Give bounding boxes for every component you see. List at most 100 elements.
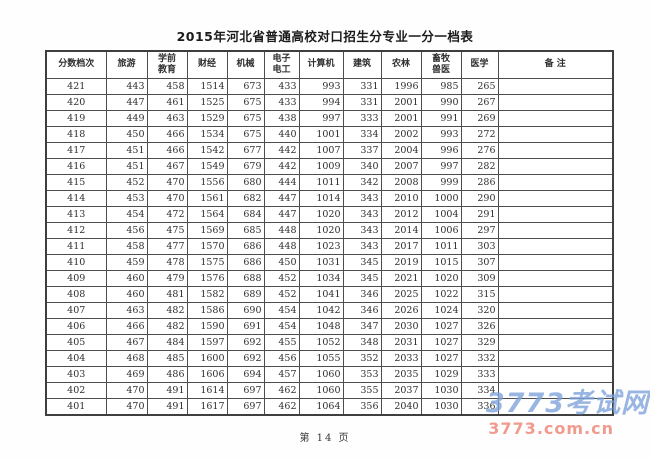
score-count-cell: 1570 (186, 237, 228, 255)
score-count-cell: 1060 (298, 365, 344, 383)
score-tier-cell: 421 (45, 77, 107, 95)
score-count-cell: 1586 (186, 301, 228, 319)
score-count-cell: 1600 (186, 349, 228, 367)
score-count-cell: 1027 (420, 333, 462, 351)
score-count-cell: 454 (263, 317, 300, 335)
score-count-cell: 467 (105, 333, 148, 351)
score-count-cell: 466 (146, 141, 188, 159)
score-count-cell: 470 (105, 397, 148, 415)
score-tier-cell: 402 (45, 381, 107, 399)
score-count-cell: 456 (263, 349, 300, 367)
score-count-cell: 450 (105, 125, 148, 143)
table-row: 410 459 478 1575 686 450 1031 345 2019 1015 307 (45, 253, 614, 271)
score-count-cell: 1614 (186, 381, 228, 399)
score-count-cell: 673 (226, 77, 265, 95)
score-count-cell: 452 (105, 173, 148, 191)
score-count-cell: 450 (263, 253, 300, 271)
score-count-cell: 1060 (298, 381, 344, 399)
score-tier-cell: 409 (45, 269, 107, 287)
table-row: 416 451 467 1549 679 442 1009 340 2007 997 282 (45, 157, 614, 175)
score-tier-cell: 414 (45, 189, 107, 207)
score-count-cell: 675 (226, 109, 265, 127)
score-tier-cell: 413 (45, 205, 107, 223)
score-count-cell: 2004 (380, 141, 422, 159)
score-count-cell: 462 (263, 397, 300, 415)
score-count-cell: 455 (263, 333, 300, 351)
score-count-cell: 993 (420, 125, 462, 143)
score-count-cell: 470 (146, 173, 188, 191)
col-header-medicine: 医学 (460, 50, 499, 79)
score-count-cell: 286 (460, 173, 499, 191)
table-row: 420 447 461 1525 675 433 994 331 2001 990 267 (45, 93, 614, 111)
score-count-cell: 1569 (186, 221, 228, 239)
score-count-cell: 1606 (186, 365, 228, 383)
remark-cell (497, 93, 614, 111)
score-count-cell: 2001 (380, 93, 422, 111)
score-count-cell: 297 (460, 221, 499, 239)
score-count-cell: 1027 (420, 349, 462, 367)
score-count-cell: 1009 (298, 157, 344, 175)
table-row: 415 452 470 1556 680 444 1011 342 2008 999 286 (45, 173, 614, 191)
col-header-machinery: 机械 (226, 50, 265, 79)
score-count-cell: 1029 (420, 365, 462, 383)
score-count-cell: 479 (146, 269, 188, 287)
score-count-cell: 481 (146, 285, 188, 303)
score-count-cell: 448 (263, 221, 300, 239)
score-count-cell: 433 (263, 77, 300, 95)
score-count-cell: 1034 (298, 269, 344, 287)
score-count-cell: 309 (460, 269, 499, 287)
score-count-cell: 484 (146, 333, 188, 351)
score-count-cell: 1022 (420, 285, 462, 303)
table-row: 401 470 491 1617 697 462 1064 356 2040 1030 336 (45, 397, 614, 415)
score-count-cell: 463 (105, 301, 148, 319)
remark-cell (497, 253, 614, 271)
score-count-cell: 1011 (420, 237, 462, 255)
table-row: 407 463 482 1586 690 454 1042 346 2026 1024 320 (45, 301, 614, 319)
score-count-cell: 485 (146, 349, 188, 367)
score-count-cell: 1020 (420, 269, 462, 287)
table-row: 403 469 486 1606 694 457 1060 353 2035 1029 333 (45, 365, 614, 383)
score-count-cell: 1556 (186, 173, 228, 191)
score-count-cell: 2021 (380, 269, 422, 287)
score-count-cell: 478 (146, 253, 188, 271)
score-count-cell: 991 (420, 109, 462, 127)
remark-cell (497, 189, 614, 207)
score-count-cell: 690 (226, 301, 265, 319)
score-count-cell: 331 (342, 77, 382, 95)
score-count-cell: 1549 (186, 157, 228, 175)
score-count-cell: 1590 (186, 317, 228, 335)
score-tier-cell: 418 (45, 125, 107, 143)
score-tier-cell: 410 (45, 253, 107, 271)
score-count-cell: 1048 (298, 317, 344, 335)
score-count-cell: 1042 (298, 301, 344, 319)
score-count-cell: 985 (420, 77, 462, 95)
table-row: 418 450 466 1534 675 440 1001 334 2002 993 272 (45, 125, 614, 143)
score-count-cell: 1996 (380, 77, 422, 95)
table-row: 413 454 472 1564 684 447 1020 343 2012 1004 291 (45, 205, 614, 223)
score-count-cell: 1542 (186, 141, 228, 159)
score-count-cell: 996 (420, 141, 462, 159)
score-count-cell: 2026 (380, 301, 422, 319)
remark-cell (497, 109, 614, 127)
score-count-cell: 457 (263, 365, 300, 383)
score-count-cell: 276 (460, 141, 499, 159)
score-count-cell: 452 (263, 269, 300, 287)
score-count-cell: 462 (263, 381, 300, 399)
score-count-cell: 475 (146, 221, 188, 239)
score-count-cell: 343 (342, 189, 382, 207)
score-count-cell: 267 (460, 93, 499, 111)
remark-cell (497, 173, 614, 191)
score-count-cell: 343 (342, 205, 382, 223)
score-count-cell: 1030 (420, 397, 462, 415)
score-count-cell: 2012 (380, 205, 422, 223)
score-count-cell: 352 (342, 349, 382, 367)
table-row: 412 456 475 1569 685 448 1020 343 2014 1006 297 (45, 221, 614, 239)
score-count-cell: 463 (146, 109, 188, 127)
score-count-cell: 694 (226, 365, 265, 383)
score-count-cell: 466 (105, 317, 148, 335)
score-count-cell: 2017 (380, 237, 422, 255)
score-count-cell: 444 (263, 173, 300, 191)
score-count-cell: 447 (263, 205, 300, 223)
page-title: 2015年河北省普通高校对口招生分专业一分一档表 (176, 29, 474, 44)
col-header-architecture: 建筑 (342, 50, 382, 79)
